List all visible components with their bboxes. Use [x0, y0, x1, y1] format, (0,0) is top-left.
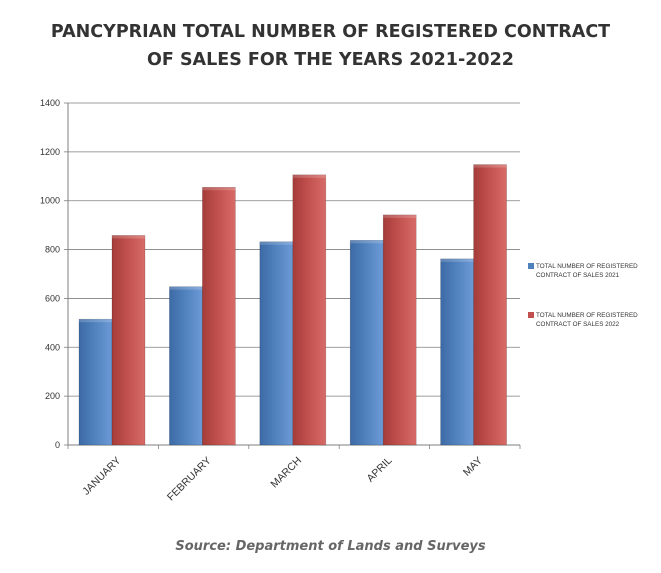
bar-2021-january [78, 318, 113, 446]
y-tick-label: 600 [45, 293, 60, 303]
bar-2022-february [202, 186, 236, 446]
bar-2022-april [382, 214, 417, 446]
bar-top-highlight [202, 187, 236, 191]
legend-label-2022: TOTAL NUMBER OF REGISTERED CONTRACT OF S… [536, 312, 638, 328]
chart-title-line-1: PANCYPRIAN TOTAL NUMBER OF REGISTERED CO… [50, 22, 611, 42]
bar-2021-april [349, 239, 384, 446]
x-tick-label-march: MARCH [268, 455, 304, 491]
bar-top-highlight [79, 319, 112, 323]
legend-swatch-2021 [528, 263, 534, 269]
chart-title: PANCYPRIAN TOTAL NUMBER OF REGISTERED CO… [0, 18, 661, 74]
bar-top-highlight [292, 174, 326, 178]
bar-top-highlight [473, 164, 507, 168]
bar-top-highlight [440, 258, 474, 262]
y-tick-label: 0 [55, 440, 60, 450]
x-tick-label-february: FEBRUARY [165, 455, 214, 504]
bar-2021-march [259, 241, 294, 446]
bar-2021-february [169, 286, 203, 446]
y-tick-label: 800 [45, 245, 60, 255]
bar-top-highlight [350, 240, 384, 244]
y-tick-label: 1000 [40, 196, 60, 206]
y-tick-label: 400 [45, 342, 60, 352]
y-tick-label: 200 [45, 391, 60, 401]
y-tick-label: 1200 [40, 147, 60, 157]
y-tick-label: 1400 [40, 98, 60, 108]
bar-2022-may [473, 164, 507, 446]
bar-top-highlight [259, 241, 293, 245]
bar-top-highlight [112, 235, 145, 239]
bar-2022-march [292, 174, 327, 446]
chart-title-line-2: OF SALES FOR THE YEARS 2021-2022 [147, 50, 514, 70]
source-note: Source: Department of Lands and Surveys [175, 539, 486, 554]
legend-swatch-2022 [528, 312, 534, 318]
bar-2022-january [111, 235, 146, 446]
legend-label-2021: TOTAL NUMBER OF REGISTERED CONTRACT OF S… [536, 263, 638, 279]
bar-top-highlight [383, 214, 417, 218]
x-tick-label-january: JANUARY [80, 455, 123, 498]
x-tick-label-may: MAY [461, 455, 485, 479]
x-tick-label-april: APRIL [365, 455, 395, 485]
bar-2021-may [440, 258, 474, 446]
bar-top-highlight [169, 286, 203, 290]
